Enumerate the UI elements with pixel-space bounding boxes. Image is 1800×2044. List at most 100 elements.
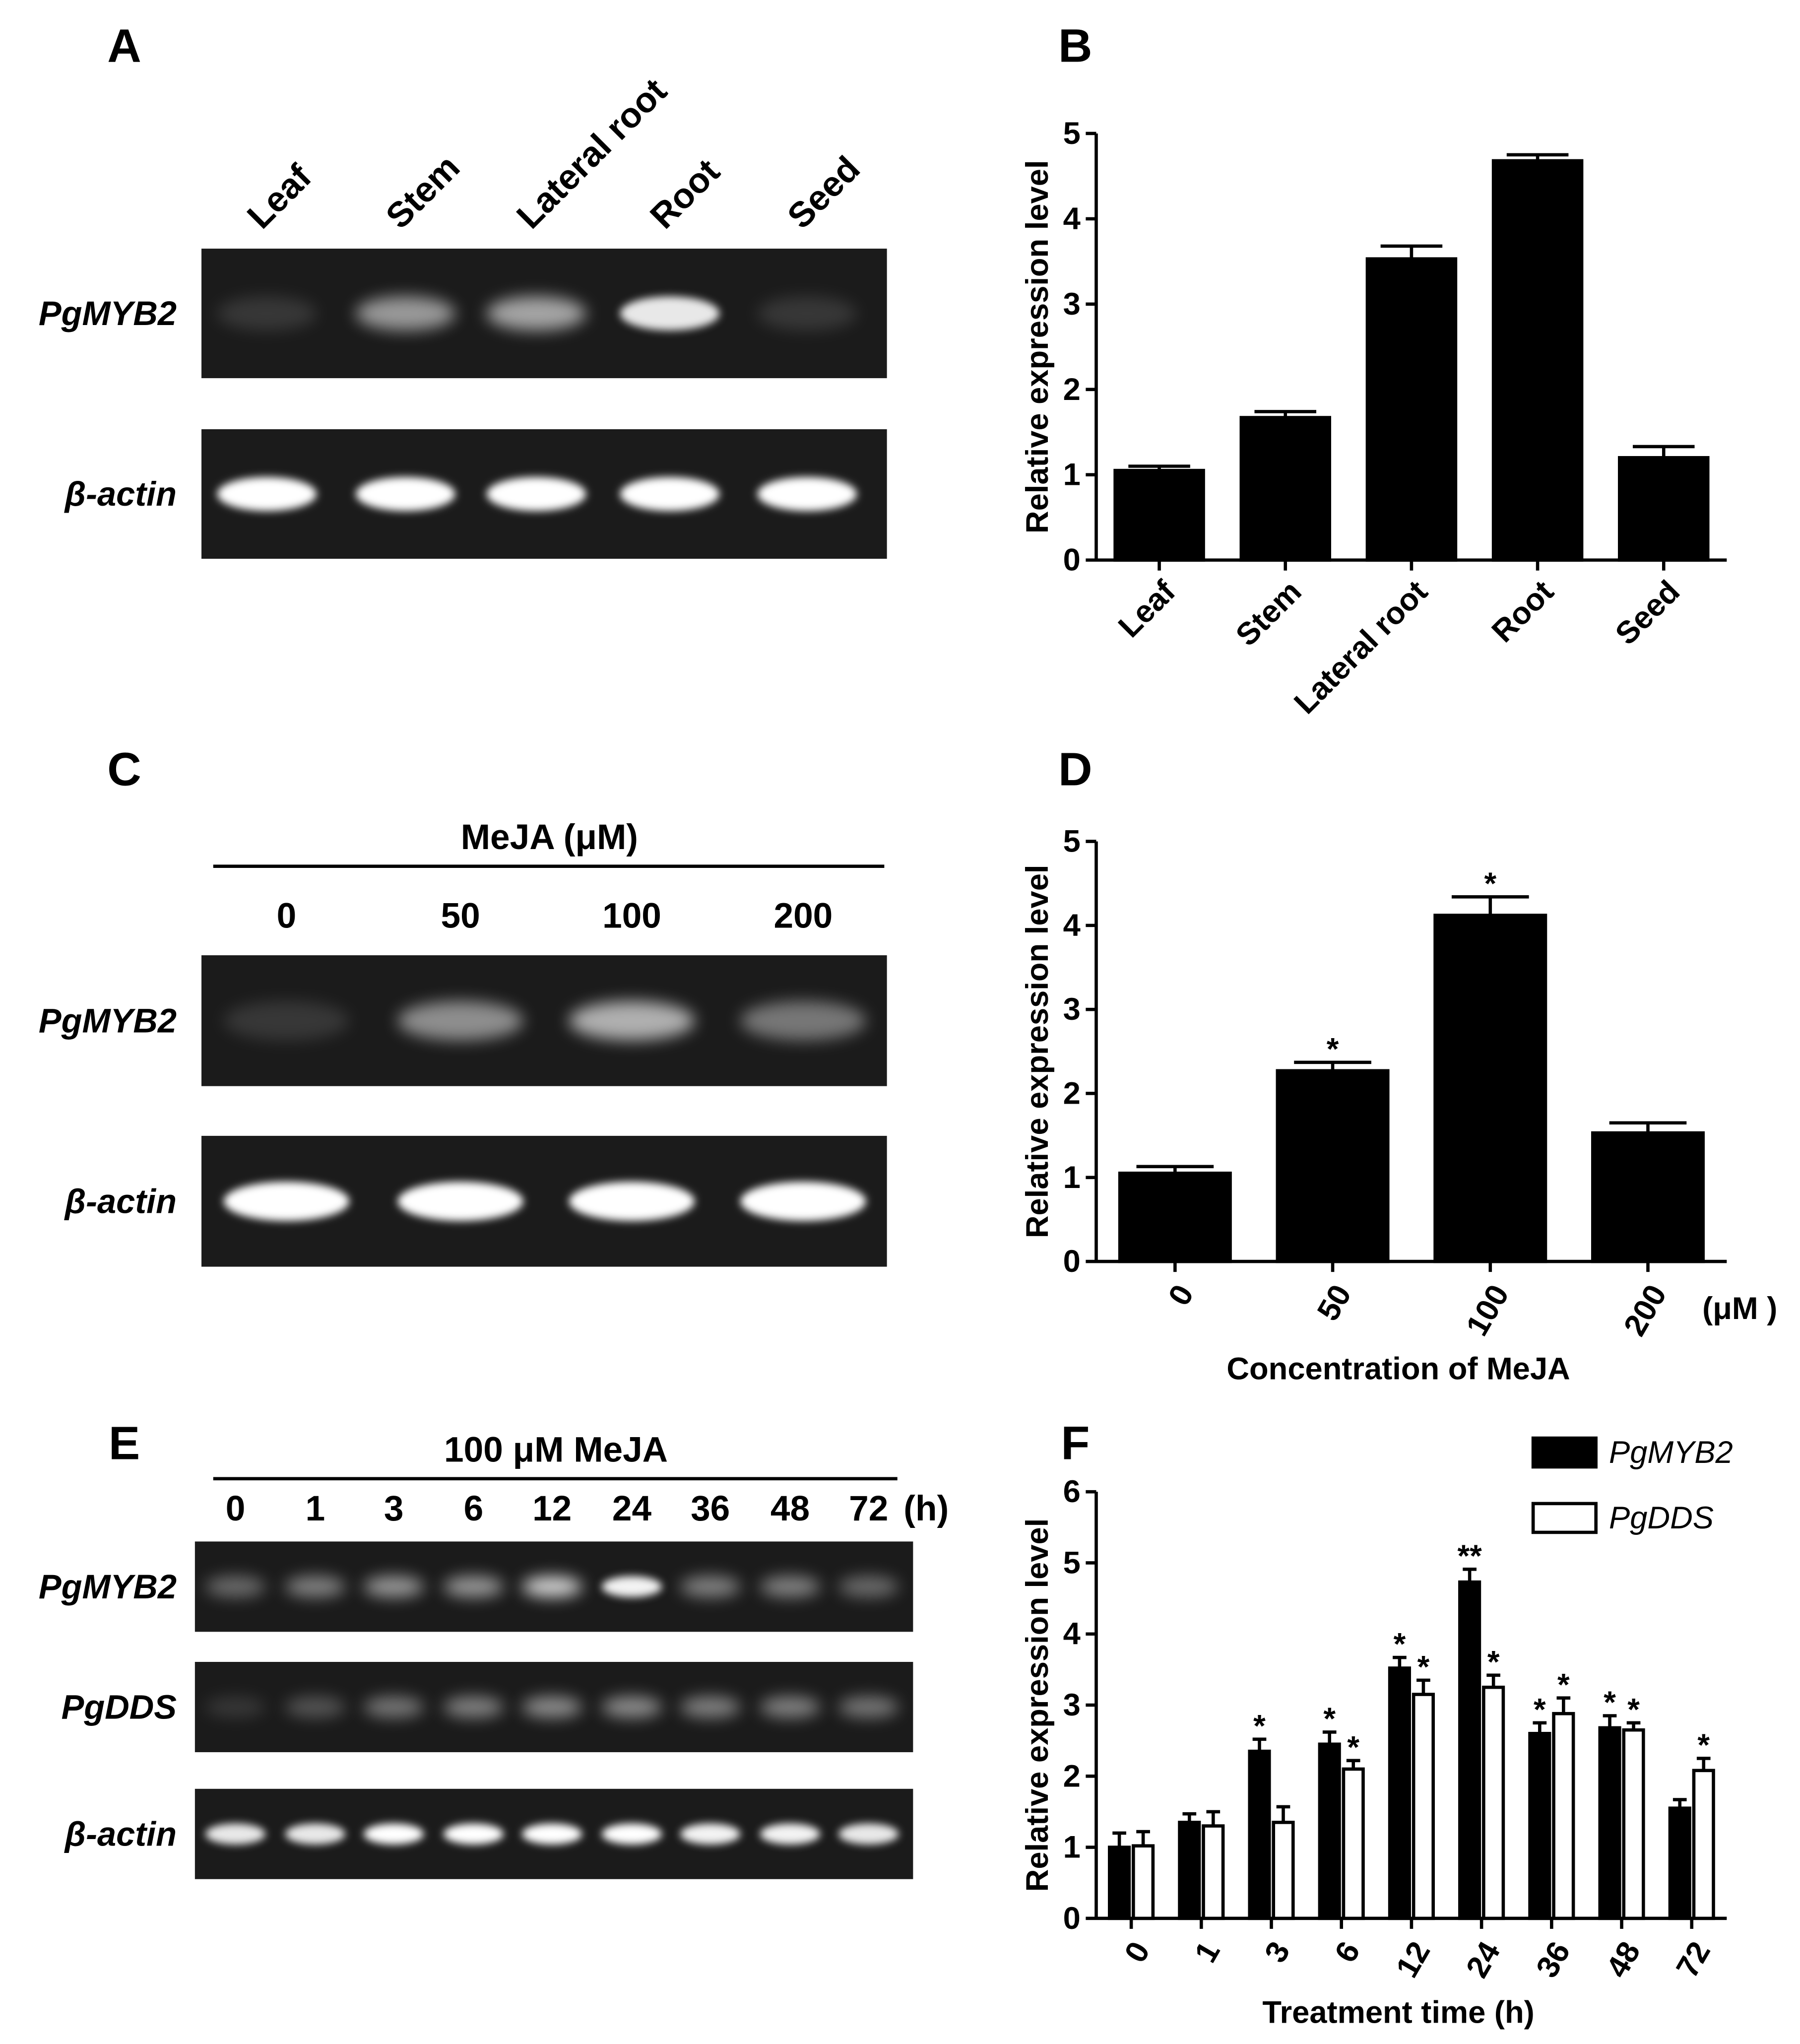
band xyxy=(760,1696,821,1718)
band xyxy=(569,1182,695,1221)
lane-unit: (h) xyxy=(903,1489,949,1528)
band xyxy=(397,1001,523,1041)
lane-label: 72 xyxy=(849,1489,888,1528)
band xyxy=(757,477,857,511)
band xyxy=(680,1576,741,1597)
y-axis-label: Relative expression level xyxy=(1020,160,1055,533)
lane-label: 0 xyxy=(277,896,297,935)
x-tick-label: 3 xyxy=(1258,1936,1297,1968)
panel-label: F xyxy=(1061,1417,1090,1470)
bar xyxy=(1276,1069,1390,1263)
bar xyxy=(1113,468,1205,562)
bar xyxy=(1598,1726,1621,1920)
significance: * xyxy=(1417,1649,1430,1684)
lane-label: 200 xyxy=(774,896,833,935)
y-tick-label: 5 xyxy=(1063,824,1081,859)
x-tick-label: 50 xyxy=(1311,1279,1358,1326)
row-label: PgDDS xyxy=(62,1688,177,1726)
band xyxy=(838,1576,899,1597)
gel-header: MeJA (μM) xyxy=(461,818,638,857)
band xyxy=(356,477,455,511)
x-tick-label: 72 xyxy=(1670,1936,1717,1983)
lane-label: 24 xyxy=(612,1489,652,1528)
x-tick-label: 1 xyxy=(1188,1936,1226,1968)
band xyxy=(522,1696,582,1718)
band xyxy=(760,1823,821,1845)
panel-label: C xyxy=(107,743,141,796)
y-tick-label: 3 xyxy=(1063,287,1081,322)
bar xyxy=(1412,1693,1435,1920)
band xyxy=(760,1576,821,1597)
bar xyxy=(1482,1685,1505,1920)
band xyxy=(223,1182,349,1221)
bar xyxy=(1108,1846,1131,1920)
bar xyxy=(1552,1712,1575,1920)
band xyxy=(205,1696,266,1718)
legend-label: PgDDS xyxy=(1609,1501,1714,1535)
band xyxy=(443,1823,504,1845)
y-tick-label: 3 xyxy=(1063,992,1081,1027)
row-label: PgMYB2 xyxy=(39,1001,177,1040)
significance: * xyxy=(1604,1685,1616,1720)
x-tick-label: 200 xyxy=(1617,1279,1673,1341)
y-axis-label: Relative expression level xyxy=(1020,1518,1055,1892)
band xyxy=(740,1182,866,1221)
significance: * xyxy=(1557,1667,1570,1702)
lane-label: 6 xyxy=(464,1489,484,1528)
lane-label: 1 xyxy=(306,1489,325,1528)
band xyxy=(363,1823,424,1845)
panel-label: B xyxy=(1058,19,1093,72)
x-tick-label: 0 xyxy=(1162,1279,1201,1311)
lane-label: 36 xyxy=(691,1489,730,1528)
band xyxy=(757,296,857,330)
band xyxy=(486,477,586,511)
band xyxy=(363,1576,424,1597)
lane-label: Seed xyxy=(780,149,868,236)
significance: * xyxy=(1394,1627,1406,1662)
band xyxy=(285,1823,346,1845)
x-tick-label: Seed xyxy=(1609,574,1686,652)
band xyxy=(601,1696,662,1718)
x-tick-label: 36 xyxy=(1530,1936,1577,1983)
band xyxy=(601,1576,662,1597)
bar xyxy=(1491,159,1584,562)
band xyxy=(397,1182,523,1221)
band xyxy=(205,1823,266,1845)
band xyxy=(205,1576,266,1597)
bar xyxy=(1458,1580,1481,1920)
significance: * xyxy=(1627,1692,1640,1727)
lane-label: Root xyxy=(643,152,727,236)
lane-label: Leaf xyxy=(240,157,320,237)
gel-header: 100 μM MeJA xyxy=(444,1430,668,1469)
band xyxy=(486,296,586,330)
y-tick-label: 3 xyxy=(1063,1688,1081,1722)
band xyxy=(443,1696,504,1718)
x-tick-label: Root xyxy=(1485,574,1560,649)
y-tick-label: 5 xyxy=(1063,116,1081,151)
x-tick-label: 48 xyxy=(1600,1936,1647,1983)
significance: ** xyxy=(1457,1539,1482,1574)
band xyxy=(285,1696,346,1718)
y-tick-label: 4 xyxy=(1063,1617,1081,1651)
legend-swatch xyxy=(1531,1436,1598,1469)
lane-label: 3 xyxy=(384,1489,404,1528)
band xyxy=(217,296,317,330)
band xyxy=(838,1823,899,1845)
panel-label: A xyxy=(107,19,141,72)
band xyxy=(443,1576,504,1597)
x-tick-label: Stem xyxy=(1229,574,1308,653)
bar xyxy=(1618,456,1710,562)
significance: * xyxy=(1327,1032,1339,1066)
x-tick-label: 0 xyxy=(1118,1936,1157,1968)
band xyxy=(356,296,455,330)
bar xyxy=(1118,1172,1232,1263)
x-tick-label: 24 xyxy=(1460,1936,1507,1983)
significance: * xyxy=(1487,1645,1500,1679)
x-tick-label: Lateral root xyxy=(1287,574,1434,721)
bar xyxy=(1318,1742,1341,1920)
band xyxy=(620,477,720,511)
significance: * xyxy=(1253,1709,1266,1743)
y-tick-label: 1 xyxy=(1063,458,1081,492)
y-tick-label: 6 xyxy=(1063,1474,1081,1509)
